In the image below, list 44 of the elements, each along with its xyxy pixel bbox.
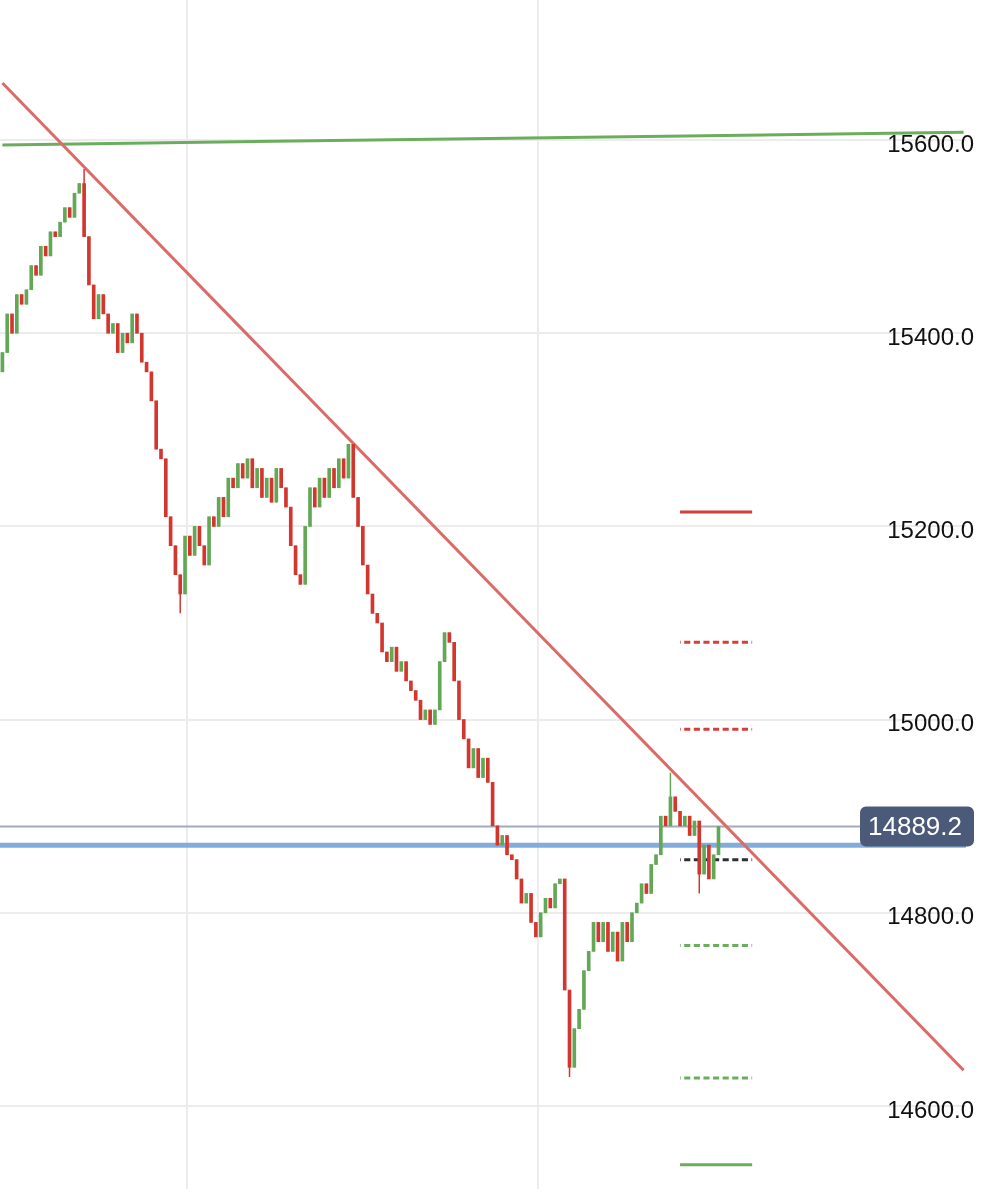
candlestick — [500, 835, 505, 846]
candlestick — [476, 748, 481, 778]
candlestick — [610, 931, 615, 952]
candlestick — [183, 535, 187, 595]
candlestick — [312, 487, 317, 508]
y-tick-label: 14800.0 — [887, 902, 974, 930]
candlestick — [702, 844, 706, 875]
candlestick — [10, 313, 14, 334]
candlestick — [154, 400, 159, 450]
candlestick — [255, 468, 259, 489]
candlestick — [212, 516, 216, 527]
candlestick — [385, 651, 389, 662]
candlestick — [707, 844, 711, 880]
candlestick — [130, 313, 134, 344]
candlestick — [63, 207, 67, 223]
y-tick-label: 14600.0 — [887, 1095, 974, 1123]
candlestick — [14, 294, 19, 334]
candlestick — [106, 313, 110, 334]
candlestick — [58, 221, 62, 237]
candlestick — [404, 661, 408, 682]
candlestick — [207, 516, 211, 566]
candlestick — [428, 709, 432, 725]
candlestick — [433, 709, 437, 725]
y-tick-label: 15200.0 — [887, 516, 974, 544]
candlestick — [111, 323, 115, 334]
candlestick — [231, 477, 235, 489]
candlestick — [481, 757, 485, 778]
candlestick — [39, 245, 43, 276]
candlestick — [606, 922, 610, 952]
candlestick — [380, 622, 384, 653]
y-tick-label: 15600.0 — [887, 129, 974, 157]
candlestick — [236, 463, 240, 489]
candlestick — [336, 458, 341, 489]
candlestick — [327, 468, 332, 498]
candlestick — [332, 468, 336, 489]
candlestick — [34, 265, 38, 276]
ref-line-label: 14889.2 — [868, 810, 962, 841]
candlestick — [683, 815, 687, 827]
candlestick — [188, 535, 192, 556]
candlestick — [260, 468, 264, 498]
candlestick — [625, 922, 630, 943]
candlestick — [601, 922, 605, 943]
y-tick-label: 15000.0 — [887, 709, 974, 737]
y-tick-label: 15400.0 — [887, 322, 974, 350]
